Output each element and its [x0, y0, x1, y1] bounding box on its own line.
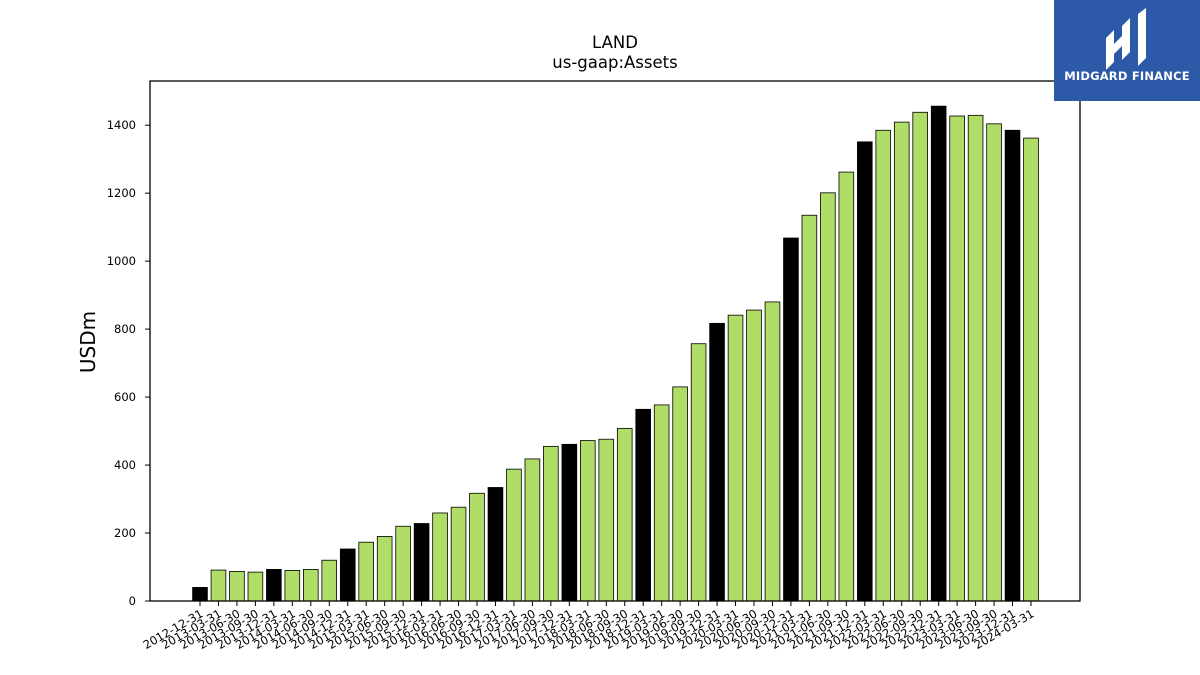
- bar-2019-12-31: [709, 322, 725, 602]
- bar-2021-03-31: [801, 214, 818, 602]
- bar-2022-09-30: [912, 111, 928, 602]
- bar-2023-12-31: [1004, 129, 1021, 602]
- bar-2020-03-31: [727, 314, 744, 602]
- bar-2023-09-30: [986, 123, 1002, 602]
- y-axis-label: USDm: [76, 311, 100, 373]
- bar-2018-09-30: [616, 427, 633, 602]
- chart-title: LAND: [592, 33, 638, 52]
- bar-2022-06-30: [893, 121, 910, 602]
- logo-text: MIDGARD FINANCE: [1064, 69, 1190, 83]
- bar-2014-03-31: [284, 570, 301, 602]
- midgard-finance-logo: MIDGARD FINANCE: [1054, 0, 1200, 101]
- bar-2013-09-30: [247, 571, 264, 602]
- y-tick-label: 400: [114, 458, 136, 472]
- bar-2013-12-31: [266, 568, 282, 602]
- x-axis-ticks: 2012-12-312013-03-312013-06-302013-09-30…: [141, 601, 1037, 652]
- bar-2021-06-30: [820, 192, 836, 602]
- bar-2020-06-30: [746, 309, 762, 602]
- bar-2015-09-30: [395, 525, 411, 602]
- bar-2017-03-31: [506, 468, 522, 602]
- y-tick-label: 1400: [107, 118, 136, 132]
- y-tick-label: 800: [114, 322, 136, 336]
- bar-2018-03-31: [580, 440, 596, 602]
- bar-2015-06-30: [376, 536, 393, 602]
- bar-2012-12-31: [192, 587, 208, 602]
- bar-2017-06-30: [524, 458, 541, 602]
- y-axis-ticks: 0 200 400 600 800 1000 1200 1400: [107, 118, 150, 608]
- bar-2020-09-30: [764, 301, 781, 602]
- bar-2018-06-30: [598, 438, 615, 602]
- y-tick-label: 0: [129, 594, 136, 608]
- bar-2023-06-30: [967, 114, 984, 602]
- plot-frame: [149, 80, 1081, 602]
- bar-2018-12-31: [635, 408, 651, 602]
- bar-series: [192, 105, 1039, 602]
- bar-2013-06-30: [229, 571, 245, 602]
- bar-2015-03-31: [358, 541, 374, 602]
- bar-2019-09-30: [690, 343, 707, 602]
- bar-2014-06-30: [303, 568, 319, 602]
- bar-2014-09-30: [321, 559, 338, 602]
- bar-2019-03-31: [653, 404, 670, 602]
- y-tick-label: 600: [114, 390, 136, 404]
- bar-2022-03-31: [875, 129, 892, 602]
- y-tick-label: 1200: [107, 186, 136, 200]
- bar-2023-03-31: [949, 115, 965, 602]
- bar-2019-06-30: [672, 386, 688, 602]
- y-tick-label: 200: [114, 526, 136, 540]
- bar-2022-12-31: [930, 105, 947, 602]
- bar-2021-09-30: [838, 171, 855, 602]
- bar-2024-03-31: [1023, 137, 1039, 602]
- bar-2013-03-31: [210, 569, 227, 602]
- bar-2016-03-31: [432, 512, 448, 602]
- chart-subtitle: us-gaap:Assets: [552, 53, 677, 72]
- y-tick-label: 1000: [107, 254, 136, 268]
- bar-2020-12-31: [783, 237, 799, 602]
- bar-2016-12-31: [487, 487, 504, 602]
- midgard-bars-icon: [1054, 0, 1200, 101]
- bar-2016-06-30: [450, 506, 467, 602]
- bar-2016-09-30: [469, 492, 485, 602]
- bar-2014-12-31: [339, 548, 356, 602]
- bar-2015-12-31: [413, 523, 430, 602]
- bar-2021-12-31: [857, 141, 873, 602]
- bar-2017-09-30: [543, 445, 559, 602]
- bar-2017-12-31: [561, 443, 578, 602]
